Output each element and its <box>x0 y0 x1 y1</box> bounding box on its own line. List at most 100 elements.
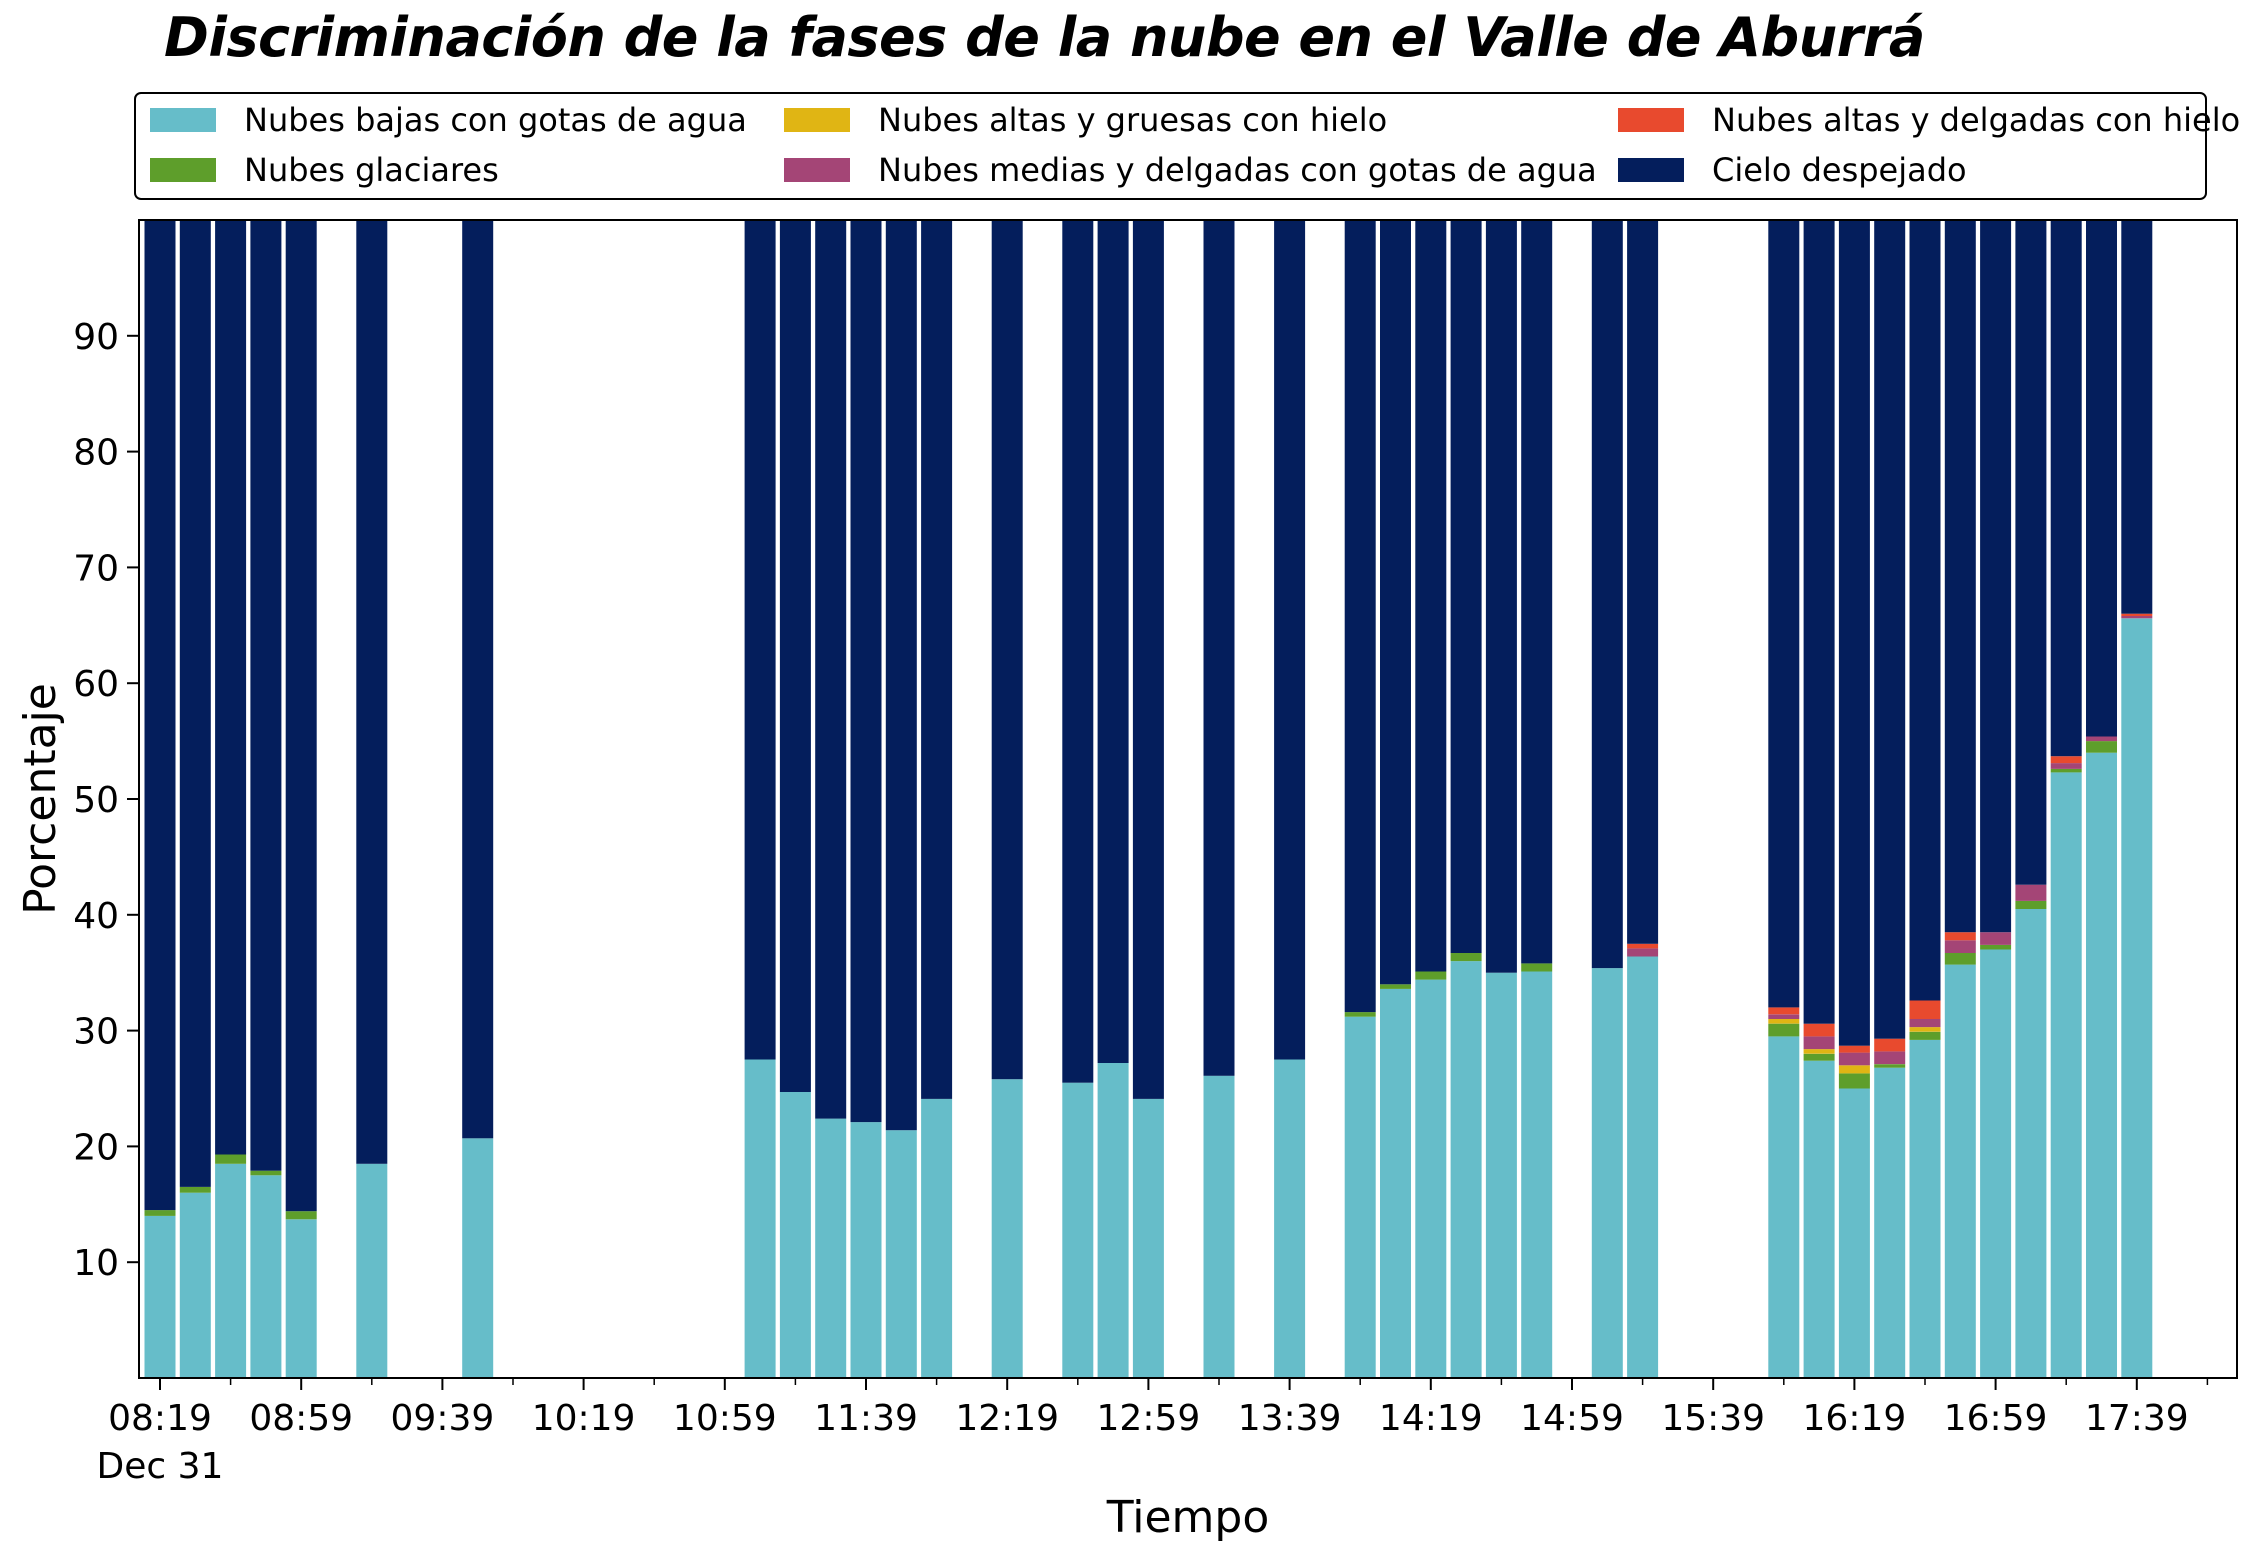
bar-segment <box>1450 220 1482 953</box>
x-tick-label: 12:19 <box>955 1398 1059 1439</box>
y-axis: 10 20 30 40 50 60 70 80 90 <box>73 317 139 1284</box>
bar-segment <box>850 220 882 1123</box>
y-tick-label: 10 <box>73 1243 119 1284</box>
bar-segment <box>2050 756 2082 764</box>
x-tick-label: 14:19 <box>1379 1398 1483 1439</box>
bar-segment <box>1097 220 1129 1063</box>
legend-label: Cielo despejado <box>1712 151 1967 189</box>
bar-segment <box>1485 220 1517 973</box>
bar-segment <box>1415 971 1447 980</box>
bars-group <box>144 220 2153 1378</box>
x-tick-label: 14:59 <box>1520 1398 1624 1439</box>
x-tick-label: 13:39 <box>1238 1398 1342 1439</box>
bar-segment <box>1909 1000 1941 1019</box>
bar-segment <box>1274 1059 1306 1378</box>
x-tick-label: 17:39 <box>2085 1398 2189 1439</box>
bar-segment <box>1909 1031 1941 1040</box>
bar-segment <box>1874 1051 1906 1065</box>
bar-segment <box>1344 1016 1376 1378</box>
bar-segment <box>144 220 176 1211</box>
bar-segment <box>1838 1052 1870 1066</box>
bar-segment <box>1944 940 1976 953</box>
x-tick-label: 08:59 <box>249 1398 353 1439</box>
bar-segment <box>1521 963 1553 972</box>
bar-segment <box>2050 220 2082 757</box>
bar-segment <box>1521 220 1553 964</box>
bar-segment <box>991 1079 1023 1378</box>
bar-segment <box>250 1170 282 1176</box>
bar-segment <box>1803 1053 1835 1061</box>
x-tick-label: 09:39 <box>391 1398 495 1439</box>
legend-item-high-thin-ice: Nubes altas y delgadas con hielo <box>1618 100 2240 140</box>
bar-segment <box>1768 1036 1800 1378</box>
bar-segment <box>1344 1012 1376 1017</box>
bar-segment <box>1803 1023 1835 1037</box>
bar-segment <box>1980 944 2012 950</box>
bar-segment <box>1838 1073 1870 1089</box>
bar-segment <box>356 220 388 1164</box>
bar-segment <box>1097 1063 1129 1378</box>
x-tick-label: 16:59 <box>1944 1398 2048 1439</box>
legend: Nubes bajas con gotas de agua Nubes glac… <box>134 92 2240 200</box>
bar-segment <box>2121 220 2153 614</box>
bar-segment <box>1768 1023 1800 1037</box>
bar-segment <box>1803 1060 1835 1378</box>
bar-segment <box>1803 1049 1835 1054</box>
bar-segment <box>1485 972 1517 1378</box>
bar-segment <box>1768 220 1800 1008</box>
bar-segment <box>1980 220 2012 933</box>
bar-segment <box>1450 961 1482 1378</box>
legend-item-glacial: Nubes glaciares <box>150 150 499 190</box>
bar-segment <box>1944 964 1976 1378</box>
legend-label: Nubes altas y gruesas con hielo <box>878 101 1388 139</box>
y-tick-label: 20 <box>73 1127 119 1168</box>
bar-segment <box>1062 1082 1094 1378</box>
bar-segment <box>285 1211 317 1220</box>
y-tick-label: 60 <box>73 664 119 705</box>
bar-segment <box>1415 979 1447 1378</box>
bar-segment <box>179 1186 211 1193</box>
x-tick-label: 16:19 <box>1803 1398 1907 1439</box>
bar-segment <box>921 220 953 1099</box>
legend-swatch <box>784 158 850 182</box>
bar-segment <box>1450 953 1482 962</box>
bar-segment <box>815 220 847 1119</box>
legend-item-mid-thin-water: Nubes medias y delgadas con gotas de agu… <box>784 150 1597 190</box>
bar-segment <box>2121 618 2153 1378</box>
bar-segment <box>779 220 811 1092</box>
legend-swatch <box>1618 108 1684 132</box>
legend-item-low-water: Nubes bajas con gotas de agua <box>150 100 747 140</box>
bar-segment <box>779 1092 811 1378</box>
bar-segment <box>2086 752 2117 1378</box>
bar-segment <box>1909 1039 1941 1378</box>
bar-segment <box>2086 220 2117 737</box>
x-tick-label: 15:39 <box>1661 1398 1765 1439</box>
bar-segment <box>1062 220 1094 1083</box>
bar-segment <box>1591 220 1623 969</box>
bar-segment <box>215 1163 247 1378</box>
bar-segment <box>462 220 494 1139</box>
bar-segment <box>1874 220 1906 1039</box>
bar-segment <box>2086 741 2117 753</box>
x-tick-label: 12:59 <box>1097 1398 1201 1439</box>
y-tick-label: 90 <box>73 317 119 358</box>
bar-segment <box>1838 220 1870 1046</box>
bar-segment <box>2050 772 2082 1378</box>
bar-segment <box>1944 953 1976 965</box>
bar-segment <box>744 1059 776 1378</box>
bar-segment <box>250 1175 282 1378</box>
legend-item-high-thick-ice: Nubes altas y gruesas con hielo <box>784 100 1387 140</box>
y-tick-label: 50 <box>73 780 119 821</box>
bar-segment <box>2050 763 2082 769</box>
bar-segment <box>179 220 211 1187</box>
x-axis-label: Tiempo <box>1106 1492 1270 1543</box>
bar-segment <box>1344 220 1376 1013</box>
bar-segment <box>179 1192 211 1378</box>
bar-segment <box>250 220 282 1171</box>
bar-segment <box>1980 932 2012 945</box>
bar-segment <box>1627 948 1659 957</box>
bar-segment <box>1768 1019 1800 1024</box>
bar-segment <box>1203 1075 1235 1378</box>
y-tick-label: 80 <box>73 433 119 474</box>
